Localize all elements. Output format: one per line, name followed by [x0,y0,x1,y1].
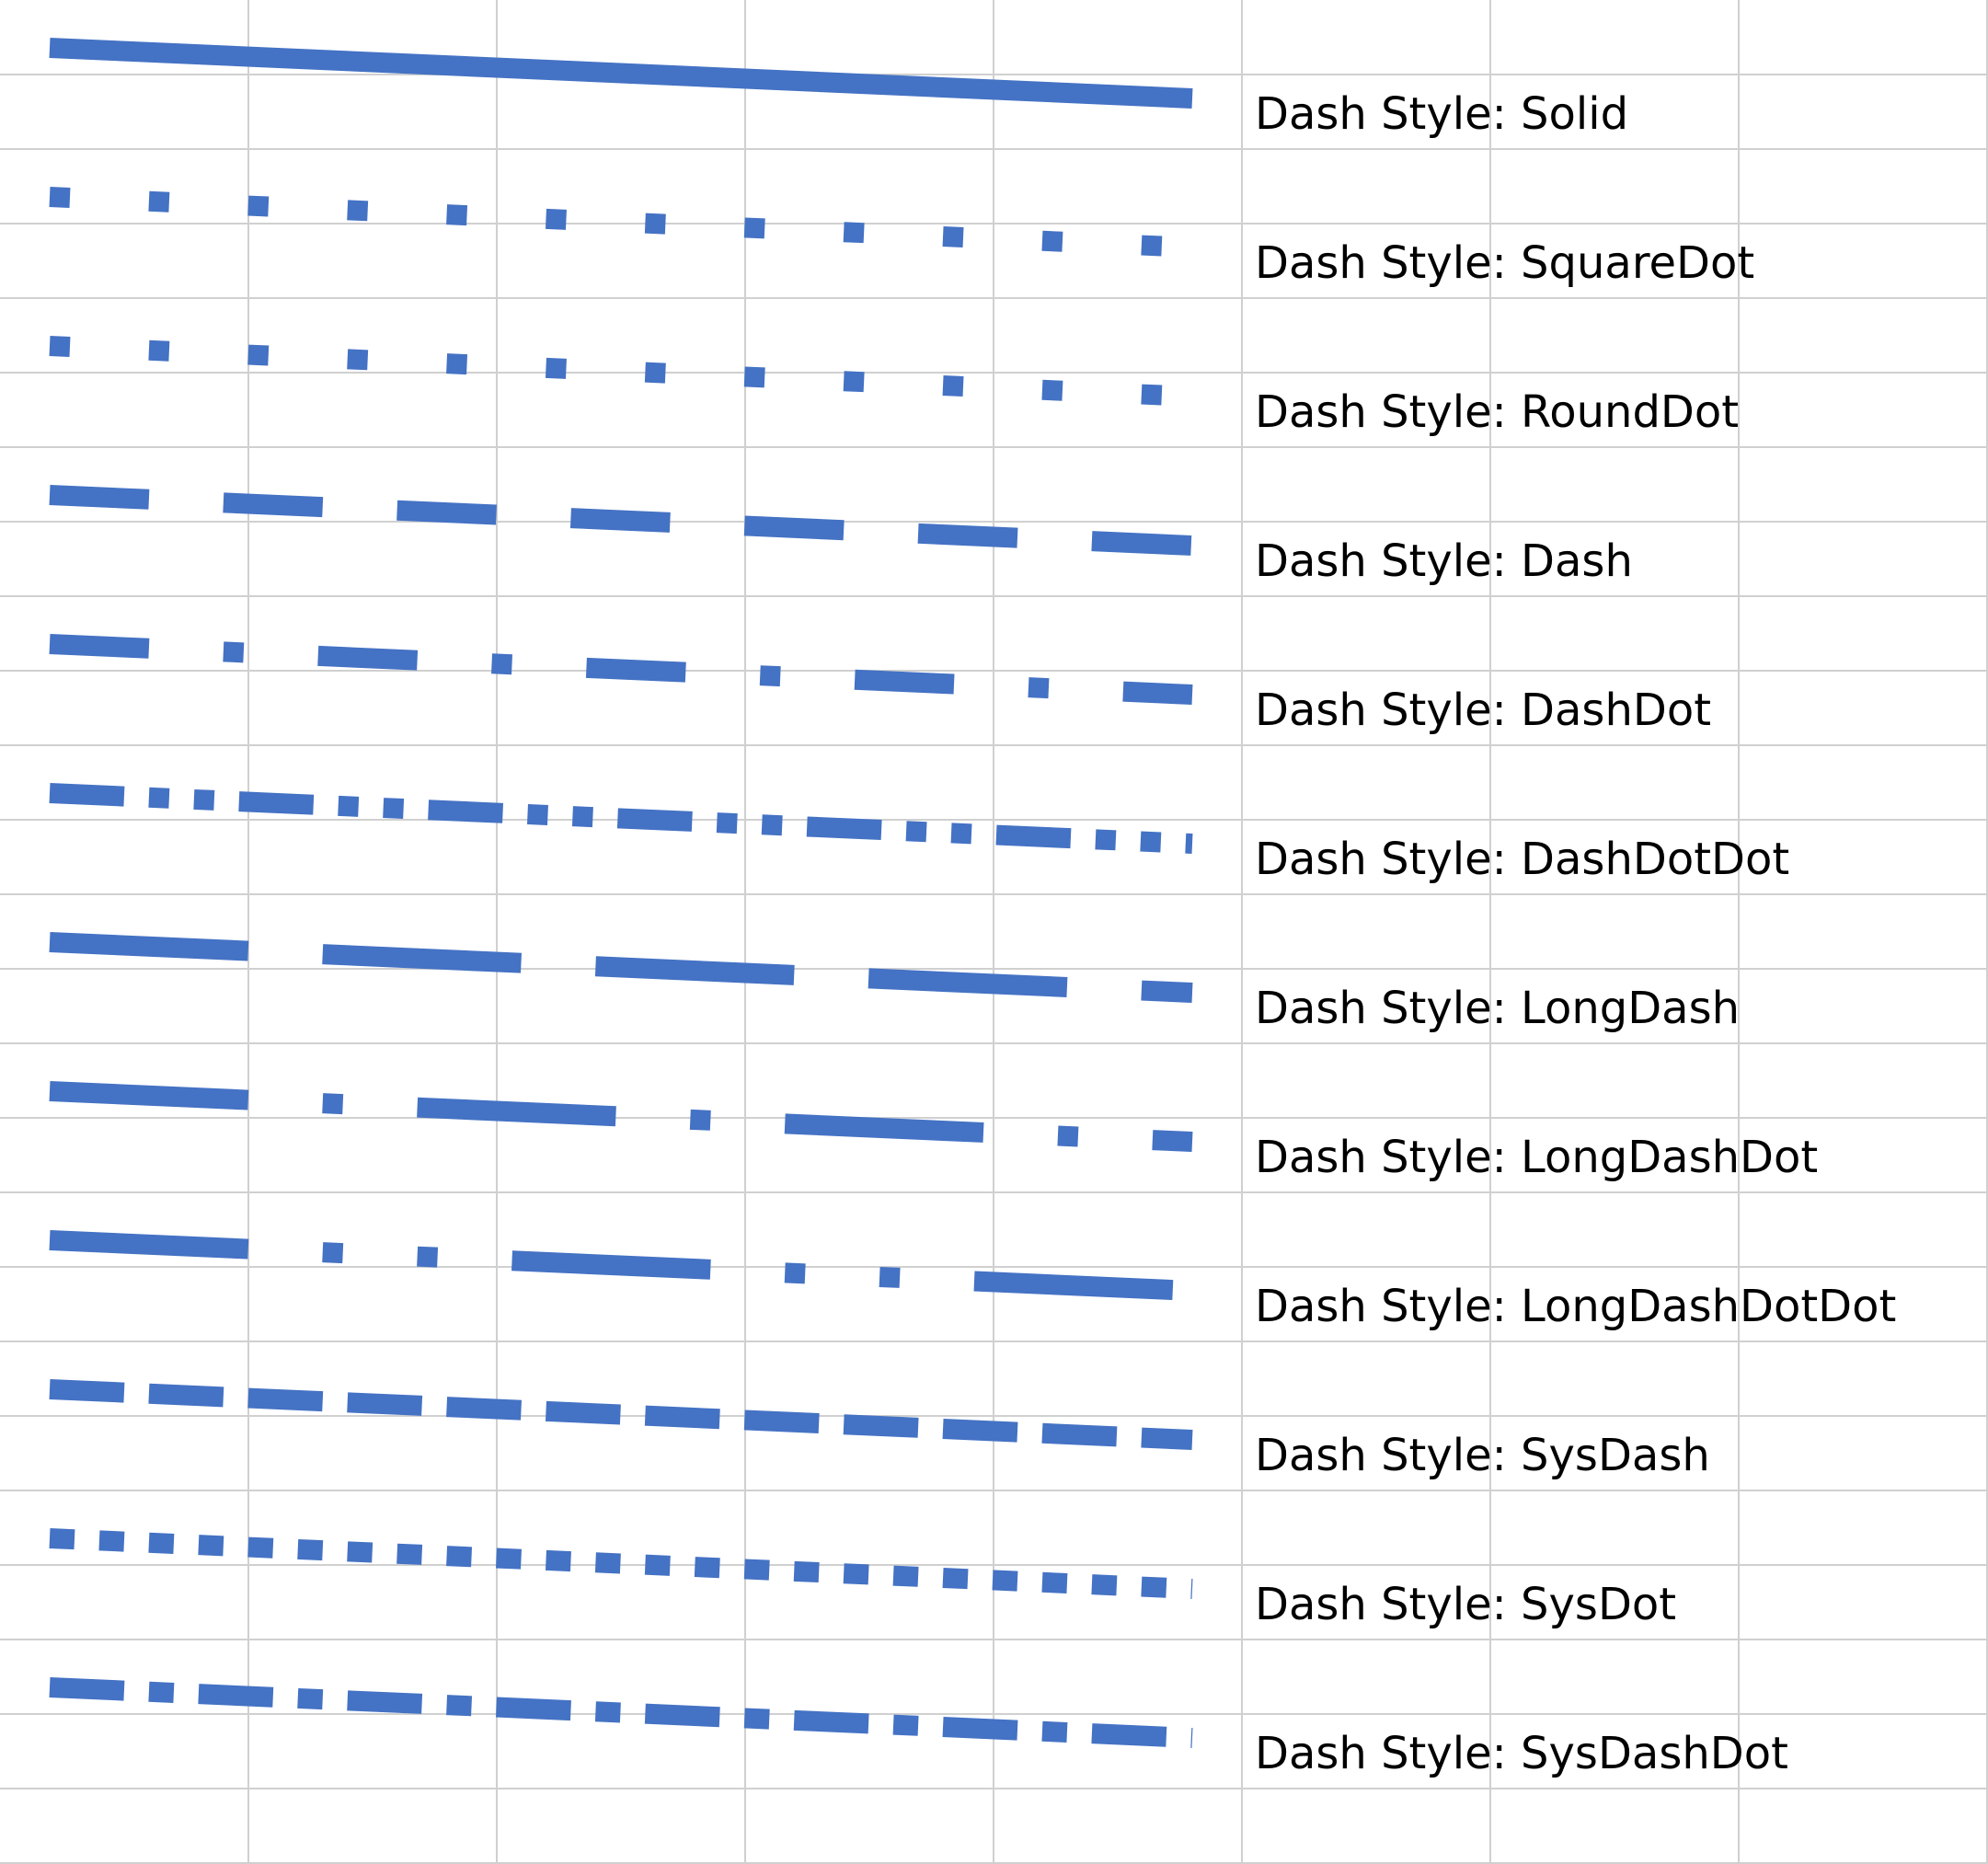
label-sysdash: Dash Style: SysDash [1255,1430,1710,1481]
line-sysdashdot[interactable] [49,1677,1193,1748]
label-sysdot: Dash Style: SysDot [1255,1579,1677,1630]
label-longdashdot: Dash Style: LongDashDot [1255,1132,1819,1183]
label-dashdotdot: Dash Style: DashDotDot [1255,834,1790,885]
line-dashdotdot[interactable] [49,783,1193,854]
line-solid[interactable] [49,38,1193,109]
label-rounddot: Dash Style: RoundDot [1255,386,1740,438]
line-sysdot[interactable] [49,1528,1193,1599]
line-rounddot[interactable] [49,336,1193,407]
label-dashdot: Dash Style: DashDot [1255,685,1712,736]
line-sysdash[interactable] [49,1379,1193,1450]
line-longdashdotdot[interactable] [49,1230,1193,1301]
line-squaredot[interactable] [49,187,1193,258]
line-longdashdot[interactable] [49,1081,1193,1152]
label-squaredot: Dash Style: SquareDot [1255,237,1755,289]
label-solid: Dash Style: Solid [1255,88,1629,140]
label-longdash: Dash Style: LongDash [1255,983,1741,1034]
line-longdash[interactable] [49,932,1193,1003]
label-sysdashdot: Dash Style: SysDashDot [1255,1728,1788,1779]
label-dash: Dash Style: Dash [1255,535,1633,587]
line-dash[interactable] [49,485,1193,556]
line-dashdot[interactable] [49,634,1193,705]
label-longdashdotdot: Dash Style: LongDashDotDot [1255,1281,1897,1332]
